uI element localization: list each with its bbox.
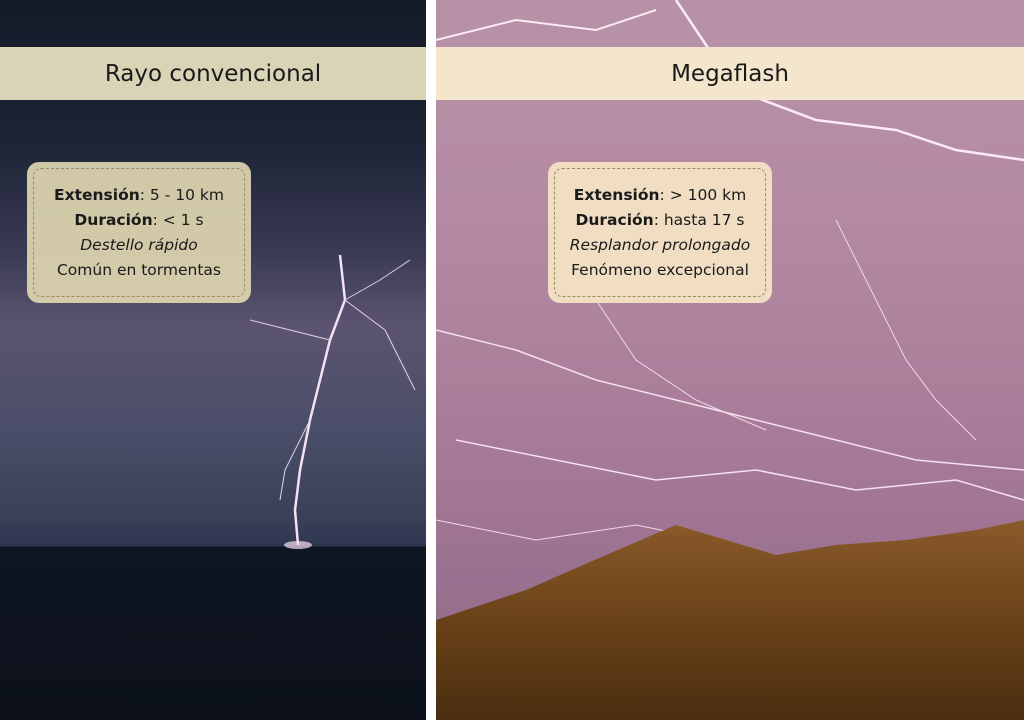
duration-value: : < 1 s xyxy=(152,210,204,229)
note: Común en tormentas xyxy=(56,260,222,279)
extension-label: Extensión xyxy=(54,185,140,204)
conventional-lightning-panel: Rayo convencional Extensión: 5 - 10 km D… xyxy=(0,0,426,720)
panel-title: Rayo convencional xyxy=(0,47,426,100)
duration-row: Duración: hasta 17 s xyxy=(576,208,745,233)
description: Destello rápido xyxy=(80,235,198,254)
extension-row: Extensión: > 100 km xyxy=(574,183,746,208)
megaflash-panel: Megaflash Extensión: > 100 km Duración: … xyxy=(436,0,1024,720)
extension-value: : > 100 km xyxy=(659,185,747,204)
extension-value: : 5 - 10 km xyxy=(139,185,224,204)
lightning-bolt-image xyxy=(249,254,416,549)
duration-value: : hasta 17 s xyxy=(653,210,745,229)
info-card: Extensión: > 100 km Duración: hasta 17 s… xyxy=(548,162,772,303)
duration-label: Duración xyxy=(575,210,654,229)
info-card: Extensión: 5 - 10 km Duración: < 1 s Des… xyxy=(27,162,251,303)
hill-image xyxy=(436,520,1024,720)
duration-row: Duración: < 1 s xyxy=(74,208,203,233)
duration-label: Duración xyxy=(74,210,153,229)
extension-row: Extensión: 5 - 10 km xyxy=(54,183,224,208)
panel-title: Megaflash xyxy=(436,47,1024,100)
extension-label: Extensión xyxy=(573,185,660,204)
note: Fenómeno excepcional xyxy=(571,260,749,279)
description: Resplandor prolongado xyxy=(569,235,751,254)
